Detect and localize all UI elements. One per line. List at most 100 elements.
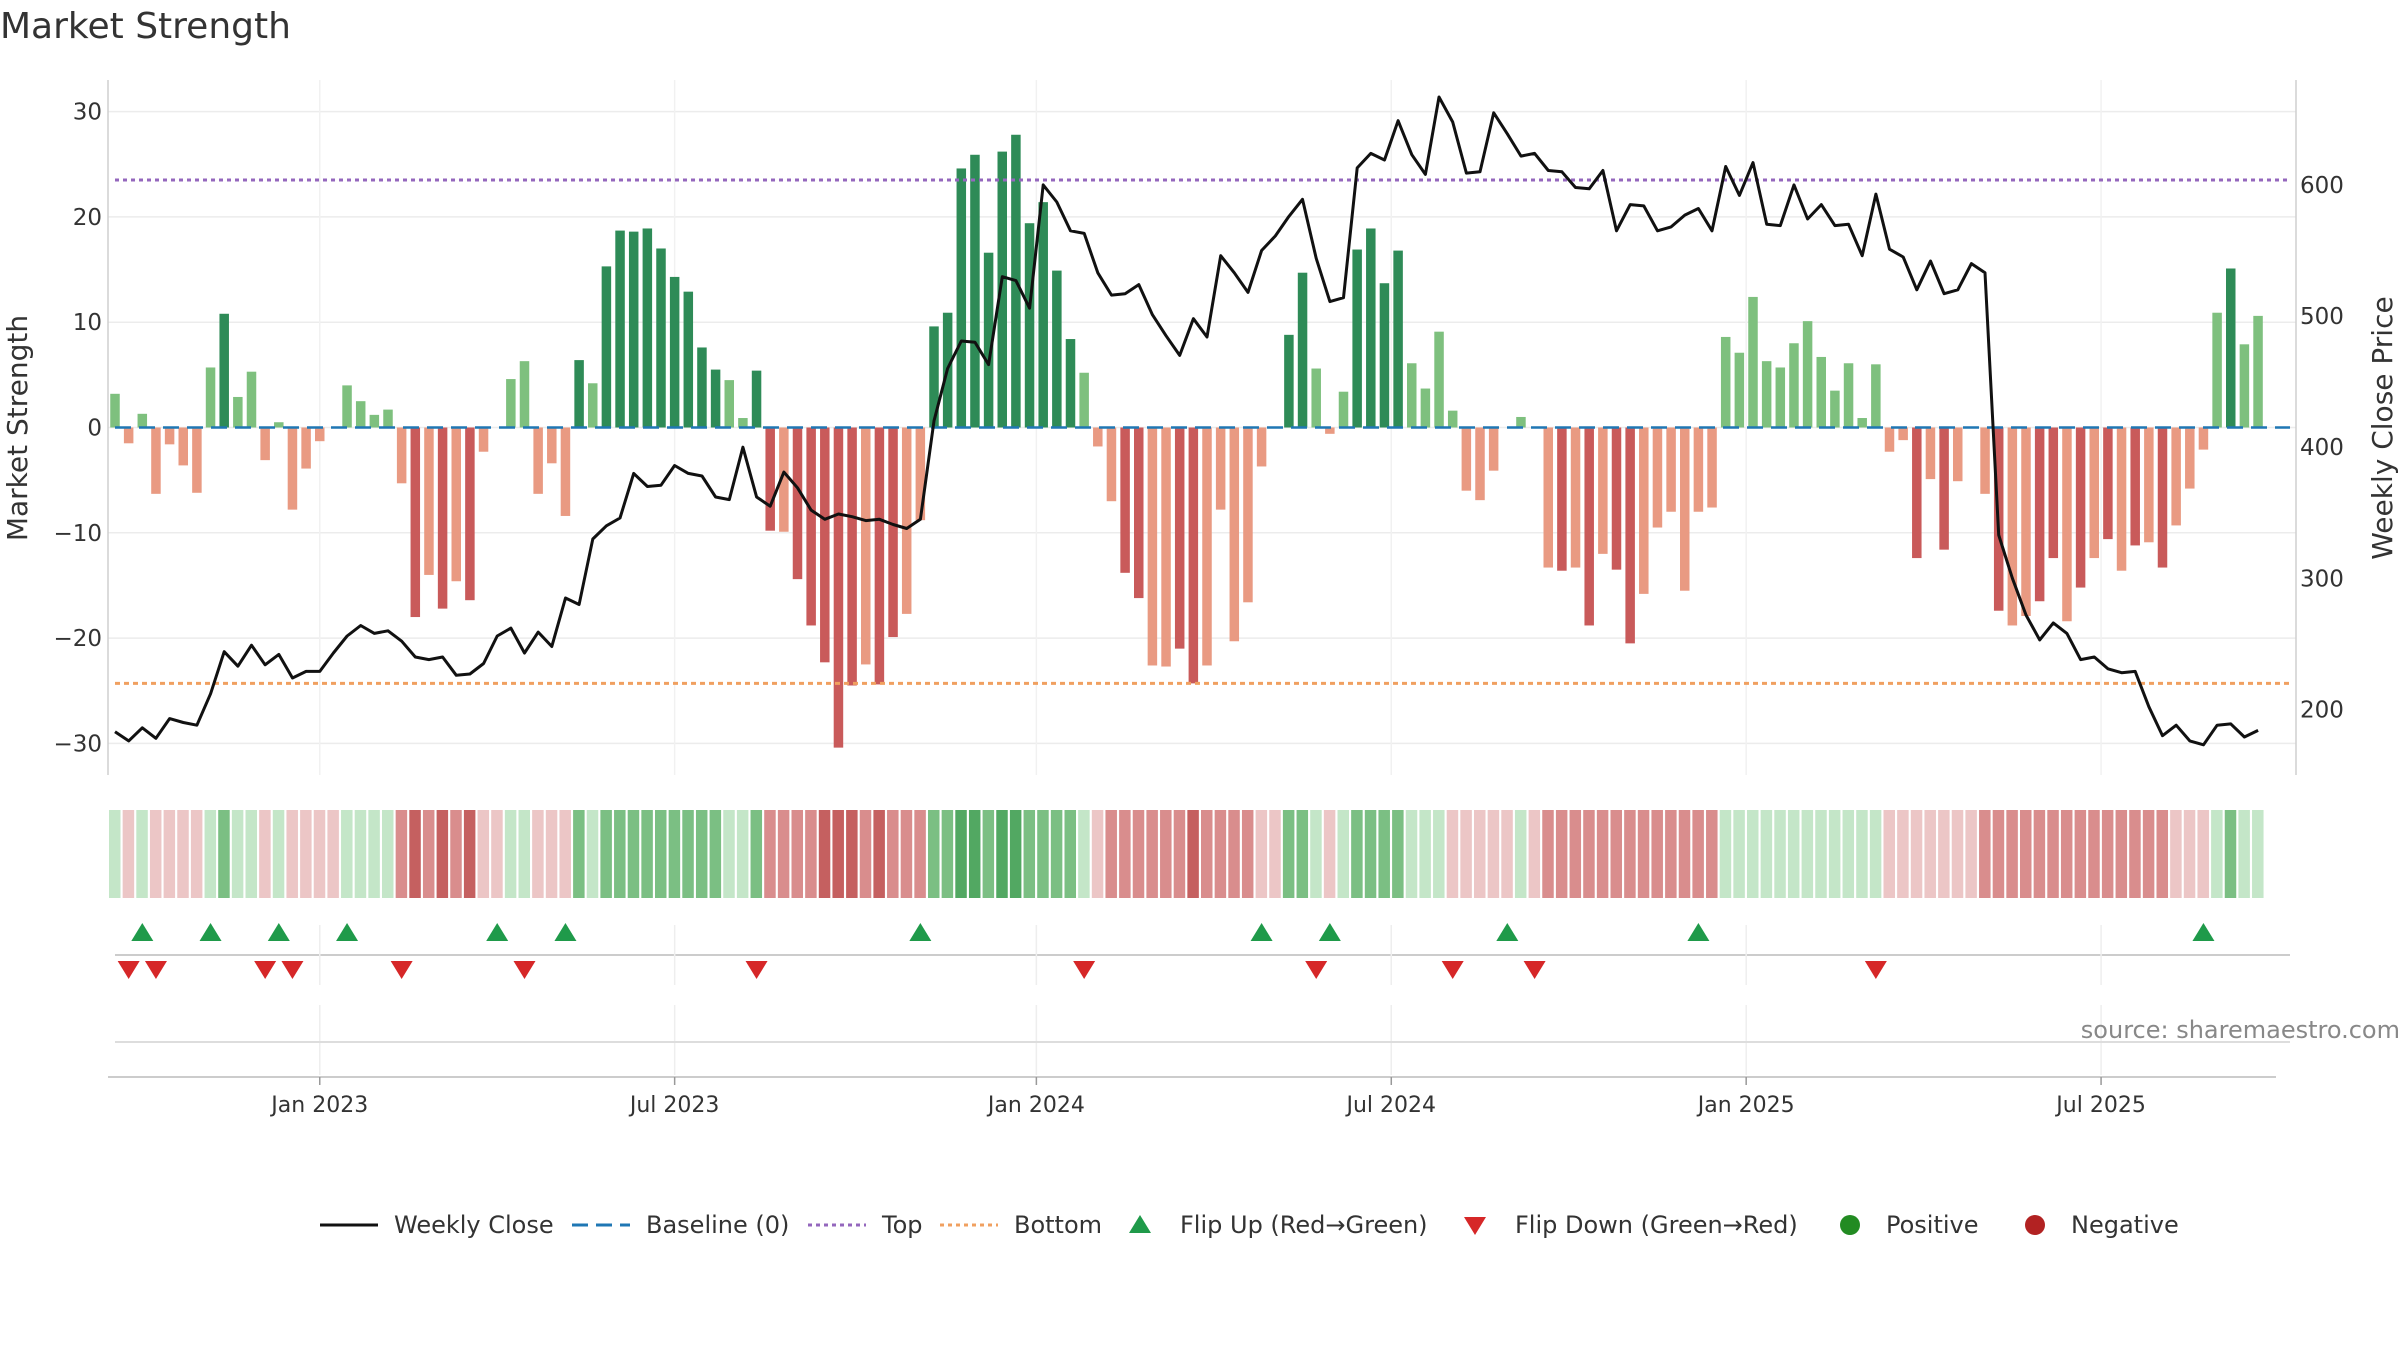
left-tick-label: 30 xyxy=(73,100,102,126)
band-cell xyxy=(1678,810,1691,898)
x-tick-label: Jan 2023 xyxy=(269,1093,368,1118)
right-tick-label: 600 xyxy=(2300,173,2344,199)
negative-bar xyxy=(2062,427,2072,622)
negative-bar xyxy=(2089,427,2099,559)
band-cell xyxy=(2006,810,2018,898)
legend-positive-icon xyxy=(1840,1215,1860,1235)
band-cell xyxy=(1037,810,1049,898)
negative-bar xyxy=(2021,427,2031,616)
negative-bar xyxy=(779,427,789,532)
positive-bar xyxy=(1052,270,1062,428)
positive-bar xyxy=(1775,367,1786,428)
negative-bar xyxy=(1611,427,1622,570)
band-cell xyxy=(2115,810,2128,898)
flip-up-marker xyxy=(267,923,290,941)
negative-bar xyxy=(1652,427,1663,528)
positive-bar xyxy=(970,154,980,428)
negative-bar xyxy=(2185,427,2195,489)
flip-down-marker xyxy=(1073,961,1096,979)
band-cell xyxy=(573,810,585,898)
positive-bar xyxy=(1720,336,1731,428)
band-cell xyxy=(1091,810,1104,898)
band-cell xyxy=(1883,810,1895,898)
band-cell xyxy=(1815,810,1827,898)
band-cell xyxy=(1460,810,1472,898)
band-cell xyxy=(491,810,503,898)
positive-bar xyxy=(1038,202,1048,428)
band-cell xyxy=(614,810,626,898)
negative-bar xyxy=(1106,427,1117,502)
positive-bar xyxy=(383,409,393,428)
band-cell xyxy=(354,810,367,898)
negative-bar xyxy=(1953,427,1963,482)
band-cell xyxy=(395,810,408,898)
negative-bar xyxy=(1543,427,1553,568)
negative-bar xyxy=(861,427,871,665)
legend-label: Flip Down (Green→Red) xyxy=(1515,1211,1798,1239)
positive-bar xyxy=(2226,268,2236,428)
left-tick-label: 20 xyxy=(73,205,102,231)
band-cell xyxy=(2183,810,2196,898)
band-cell xyxy=(832,810,844,898)
negative-bar xyxy=(424,427,434,575)
band-cell xyxy=(518,810,530,898)
band-cell xyxy=(1951,810,1964,898)
positive-bar xyxy=(1789,343,1799,428)
legend-label: Negative xyxy=(2071,1211,2179,1239)
positive-bar xyxy=(1843,363,1854,428)
band-cell xyxy=(109,810,121,898)
positive-bar xyxy=(997,151,1007,428)
band-cell xyxy=(1351,810,1363,898)
negative-bar xyxy=(301,427,311,469)
band-cell xyxy=(736,810,749,898)
band-cell xyxy=(1310,810,1322,898)
positive-bar xyxy=(710,369,721,428)
positive-bar xyxy=(683,291,694,428)
negative-bar xyxy=(2144,427,2154,543)
flip-down-marker xyxy=(1864,961,1887,979)
band-cell xyxy=(1938,810,1950,898)
band-cell xyxy=(2197,810,2209,898)
negative-bar xyxy=(2034,427,2045,602)
band-cell xyxy=(1050,810,1063,898)
negative-bar xyxy=(1980,427,1990,494)
band-cell xyxy=(873,810,885,898)
band-cell xyxy=(368,810,380,898)
band-cell xyxy=(2211,810,2223,898)
band-cell xyxy=(1487,810,1500,898)
band-cell xyxy=(1105,810,1117,898)
flip-down-marker xyxy=(254,961,277,979)
band-cell xyxy=(1637,810,1650,898)
legend-label: Positive xyxy=(1886,1211,1979,1239)
flip-up-marker xyxy=(554,923,577,941)
positive-bar xyxy=(738,418,748,428)
band-cell xyxy=(1474,810,1486,898)
flip-up-marker xyxy=(909,923,932,941)
band-cell xyxy=(1583,810,1595,898)
positive-bar xyxy=(1761,361,1772,428)
flip-down-marker xyxy=(117,961,140,979)
negative-bar xyxy=(833,427,844,748)
band-cell xyxy=(177,810,189,898)
band-cell xyxy=(791,810,803,898)
negative-bar xyxy=(2171,427,2181,526)
flip-up-marker xyxy=(1496,923,1519,941)
band-cell xyxy=(1651,810,1663,898)
negative-bar xyxy=(1912,427,1922,559)
flip-up-marker xyxy=(336,923,359,941)
strength-bars xyxy=(110,134,2263,748)
right-tick-label: 400 xyxy=(2300,435,2344,461)
band-cell xyxy=(2033,810,2046,898)
flip-down-marker xyxy=(144,961,167,979)
band-cell xyxy=(245,810,257,898)
negative-bar xyxy=(1557,427,1567,571)
positive-bar xyxy=(601,266,612,428)
negative-bar xyxy=(1475,427,1485,501)
band-cell xyxy=(1187,810,1199,898)
positive-bar xyxy=(1352,249,1362,428)
positive-bar xyxy=(588,383,598,428)
band-cell xyxy=(1624,810,1636,898)
left-tick-label: −10 xyxy=(53,521,102,547)
x-tick-label: Jan 2024 xyxy=(986,1093,1085,1118)
